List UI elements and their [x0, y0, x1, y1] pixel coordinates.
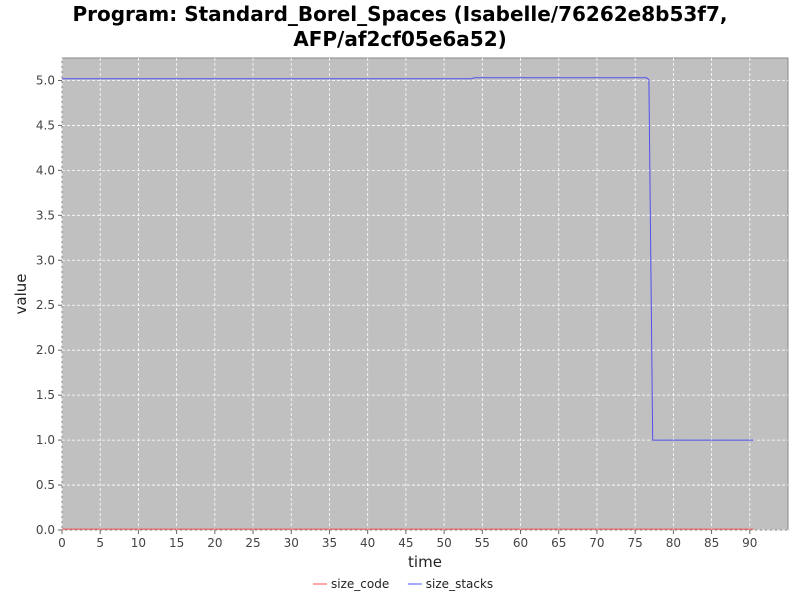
y-tick-label: 2.0 [36, 343, 55, 357]
x-tick-label: 40 [360, 536, 375, 550]
y-axis-ticks: 0.0 0.5 1.0 1.5 2.0 2.5 3.0 3.5 4.0 4.5 5.0 [36, 73, 62, 537]
x-tick-label: 5 [96, 536, 104, 550]
series-lines [62, 77, 754, 530]
x-tick-label: 35 [322, 536, 337, 550]
grid-lines [61, 58, 788, 531]
chart-title: Program: Standard_Borel_Spaces (Isabelle… [0, 2, 800, 52]
x-tick-label: 30 [284, 536, 299, 550]
x-tick-label: 85 [704, 536, 719, 550]
series-line-size_stacks [62, 77, 754, 441]
x-tick-label: 70 [589, 536, 604, 550]
legend-label-size_code: size_code [331, 577, 389, 591]
x-tick-label: 75 [628, 536, 643, 550]
y-tick-label: 0.0 [36, 523, 55, 537]
x-tick-label: 25 [245, 536, 260, 550]
legend: size_code size_stacks [313, 577, 493, 591]
x-tick-label: 0 [58, 536, 66, 550]
x-tick-label: 55 [475, 536, 490, 550]
y-tick-label: 0.5 [36, 478, 55, 492]
y-axis-label: value [12, 274, 30, 315]
x-tick-label: 65 [551, 536, 566, 550]
x-tick-label: 45 [398, 536, 413, 550]
x-axis-ticks: 0 5 10 15 20 25 30 35 40 45 50 55 60 65 70 75 80 85 90 [58, 530, 757, 550]
y-tick-label: 3.0 [36, 253, 55, 267]
y-tick-label: 3.5 [36, 208, 55, 222]
y-tick-label: 4.5 [36, 118, 55, 132]
y-tick-label: 5.0 [36, 73, 55, 87]
y-tick-label: 2.5 [36, 298, 55, 312]
y-tick-label: 1.0 [36, 433, 55, 447]
x-tick-label: 20 [207, 536, 222, 550]
x-tick-label: 80 [666, 536, 681, 550]
legend-label-size_stacks: size_stacks [426, 577, 493, 591]
x-axis-label: time [408, 553, 442, 571]
x-tick-label: 60 [513, 536, 528, 550]
x-tick-label: 50 [436, 536, 451, 550]
y-tick-label: 4.0 [36, 163, 55, 177]
y-tick-label: 1.5 [36, 388, 55, 402]
x-tick-label: 15 [169, 536, 184, 550]
x-tick-label: 90 [742, 536, 757, 550]
chart-title-line-2: AFP/af2cf05e6a52) [293, 27, 507, 51]
plot-area [61, 57, 789, 531]
chart-title-line-1: Program: Standard_Borel_Spaces (Isabelle… [72, 2, 728, 26]
x-tick-label: 10 [131, 536, 146, 550]
